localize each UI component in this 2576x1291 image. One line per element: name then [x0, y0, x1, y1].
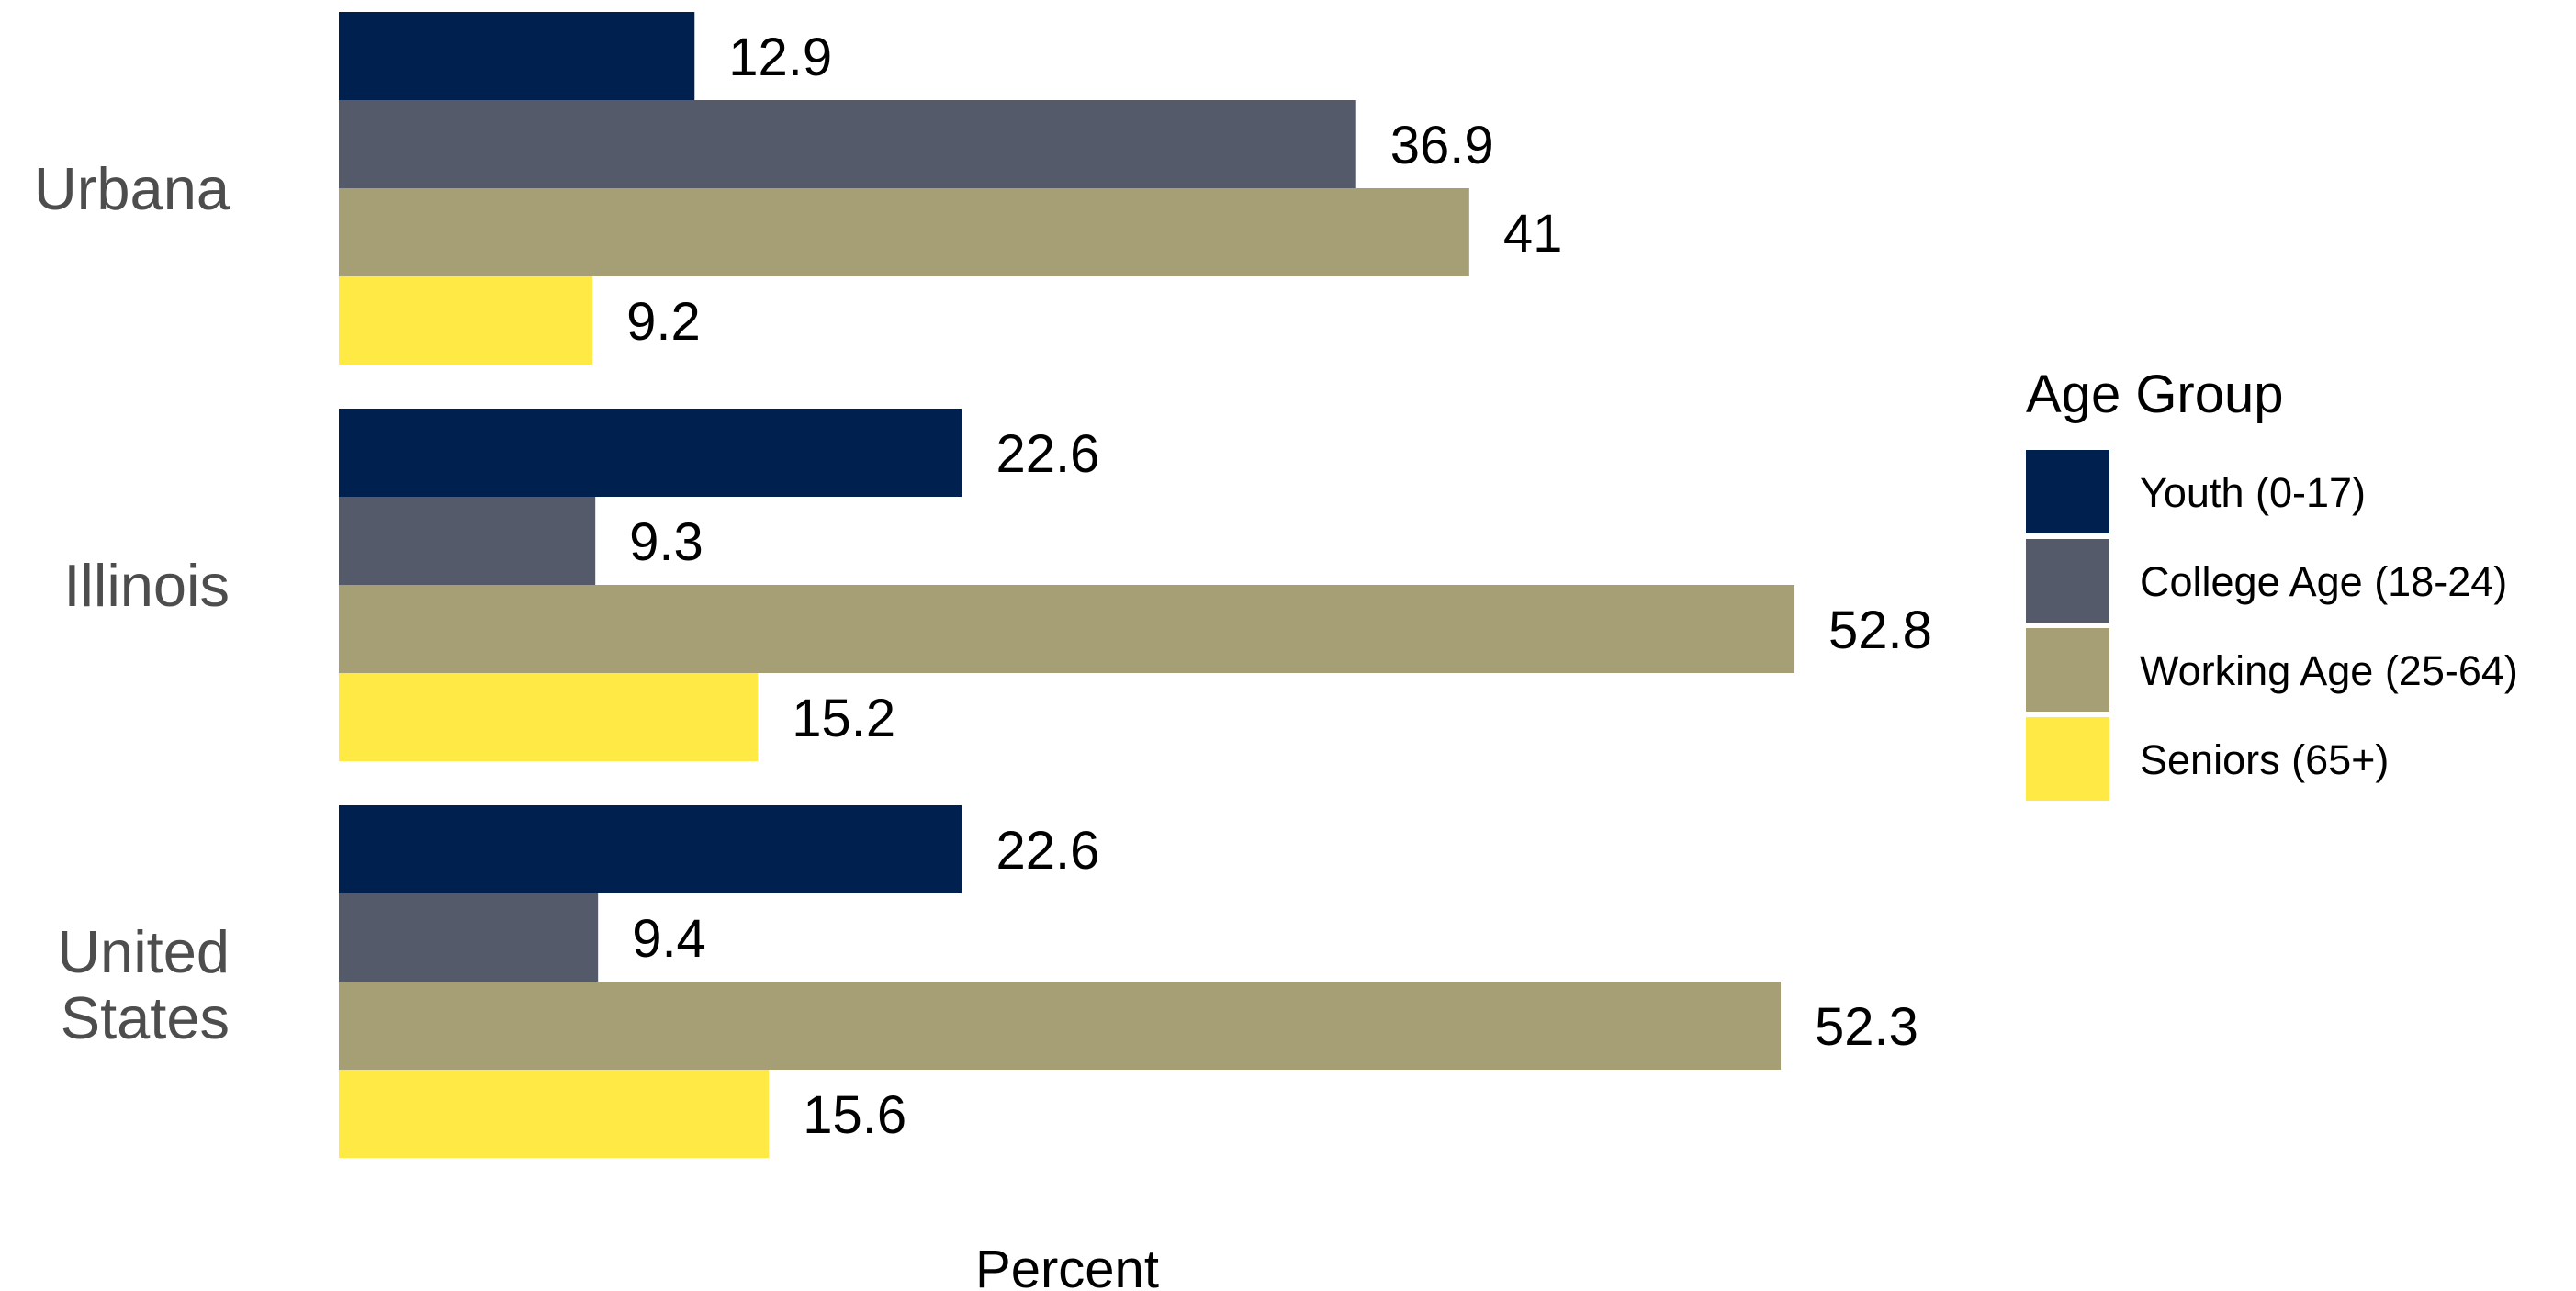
- data-label: 9.3: [629, 512, 703, 572]
- category-label: United States: [57, 918, 230, 1051]
- bar-united-states-2: [339, 982, 1782, 1070]
- plot-area: 12.9 36.941 9.2 Urbana 22.6 9.3 52.8 15.2 Illino…: [34, 12, 1932, 1158]
- bar-urbana-0: [339, 12, 695, 100]
- legend-label: Working Age (25-64): [2140, 647, 2518, 694]
- category-label: Illinois: [63, 552, 230, 619]
- data-label: 22.6: [996, 821, 1099, 881]
- bar-united-states-0: [339, 805, 962, 893]
- legend-title: Age Group: [2026, 365, 2284, 424]
- bar-illinois-2: [339, 585, 1795, 673]
- legend-key: [2026, 717, 2109, 801]
- legend-key: [2026, 450, 2109, 533]
- data-label: 41: [1503, 204, 1563, 264]
- data-label: 52.8: [1828, 601, 1932, 660]
- bar-united-states-1: [339, 893, 599, 982]
- x-axis-title: Percent: [975, 1240, 1159, 1291]
- legend-label: Youth (0-17): [2140, 469, 2366, 516]
- bar-united-states-3: [339, 1070, 770, 1158]
- data-label: 52.3: [1815, 997, 1918, 1057]
- bar-illinois-0: [339, 409, 962, 497]
- legend: Age Group Youth (0-17) College Age (18-24…: [2026, 365, 2518, 801]
- bar-illinois-1: [339, 497, 596, 585]
- category-label: Urbana: [34, 155, 231, 222]
- data-label: 9.4: [632, 909, 706, 969]
- data-label: 12.9: [728, 28, 832, 87]
- legend-label: Seniors (65+): [2140, 736, 2389, 783]
- bar-illinois-3: [339, 673, 759, 761]
- data-label: 9.2: [626, 292, 701, 352]
- data-label: 36.9: [1390, 116, 1494, 175]
- bar-urbana-1: [339, 100, 1356, 188]
- data-label: 15.2: [792, 689, 895, 748]
- legend-label: College Age (18-24): [2140, 558, 2507, 605]
- legend-key: [2026, 539, 2109, 623]
- bar-urbana-2: [339, 188, 1469, 276]
- data-label: 22.6: [996, 424, 1099, 484]
- legend-key: [2026, 628, 2109, 712]
- bar-urbana-3: [339, 276, 593, 365]
- data-label: 15.6: [803, 1085, 906, 1145]
